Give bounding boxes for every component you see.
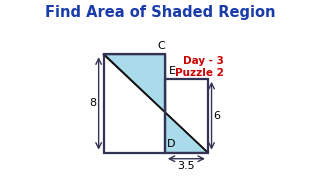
Bar [165, 79, 208, 153]
Text: E: E [169, 66, 176, 76]
Text: C: C [157, 41, 165, 51]
Polygon shape [165, 112, 208, 153]
Text: 6: 6 [213, 111, 220, 121]
Bar [104, 54, 165, 153]
Text: 3.5: 3.5 [178, 161, 195, 171]
Text: Day - 3: Day - 3 [183, 56, 224, 66]
Polygon shape [104, 54, 165, 112]
Text: D: D [167, 139, 175, 149]
Text: Puzzle 2: Puzzle 2 [175, 68, 224, 78]
Text: Find Area of Shaded Region: Find Area of Shaded Region [45, 5, 275, 20]
Text: 8: 8 [90, 98, 97, 109]
